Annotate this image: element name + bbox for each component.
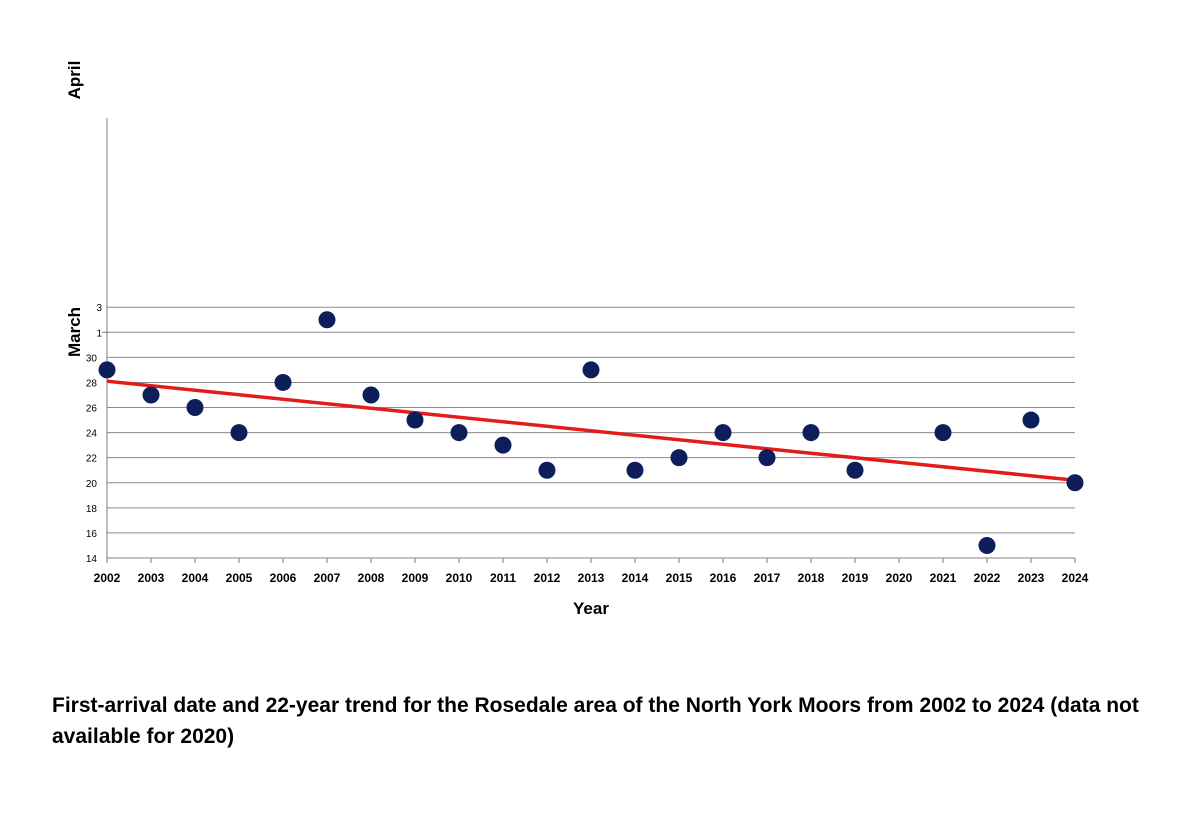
data-point: [98, 361, 116, 379]
x-tick-label: 2006: [270, 571, 297, 585]
y-tick-label: 26: [86, 404, 98, 415]
x-tick-label: 2009: [402, 571, 429, 585]
y-tick-label: 18: [86, 504, 98, 515]
data-point: [274, 373, 292, 391]
data-point: [538, 461, 556, 479]
chart-caption: First-arrival date and 22-year trend for…: [52, 694, 1139, 748]
data-point: [494, 436, 512, 454]
trend-line: [106, 379, 1076, 482]
data-point: [362, 386, 380, 404]
data-point: [714, 424, 732, 442]
x-tick-label: 2017: [754, 571, 781, 585]
y-tick-label: 1: [96, 328, 102, 339]
data-point: [142, 386, 160, 404]
data-point: [406, 411, 424, 429]
y-tick-label: 22: [86, 454, 98, 465]
x-tick-label: 2005: [226, 571, 253, 585]
y-tick-label: 24: [86, 429, 98, 440]
x-tick-label: 2020: [886, 571, 913, 585]
data-point: [758, 449, 776, 467]
data-point: [626, 461, 644, 479]
x-tick-label: 2003: [138, 571, 165, 585]
y-axis-title-april: April: [65, 61, 84, 100]
data-point: [978, 536, 996, 554]
x-tick-label: 2007: [314, 571, 341, 585]
data-point: [450, 424, 468, 442]
y-axis-title-march: March: [65, 307, 84, 357]
data-point: [318, 311, 336, 329]
data-point: [934, 424, 952, 442]
y-tick-label: 30: [86, 353, 98, 364]
gridlines: [107, 306, 1075, 559]
x-tick-label: 2021: [930, 571, 957, 585]
y-tick-label: 28: [86, 378, 98, 389]
y-tick-label: 3: [96, 303, 102, 314]
data-point: [670, 449, 688, 467]
x-axis-title: Year: [573, 599, 609, 618]
y-tick-label: 14: [86, 554, 98, 565]
data-point: [186, 399, 204, 417]
trend-layer: [106, 379, 1076, 482]
data-point: [230, 424, 248, 442]
y-tick-label: 16: [86, 529, 98, 540]
x-tick-label: 2022: [974, 571, 1001, 585]
x-tick-label: 2016: [710, 571, 737, 585]
data-point: [582, 361, 600, 379]
x-tick-label: 2023: [1018, 571, 1045, 585]
data-point: [802, 424, 820, 442]
y-tick-label: 20: [86, 479, 98, 490]
x-tick-label: 2010: [446, 571, 473, 585]
x-tick-label: 2015: [666, 571, 693, 585]
data-point: [1022, 411, 1040, 429]
x-tick-label: 2024: [1062, 571, 1089, 585]
x-tick-label: 2013: [578, 571, 605, 585]
x-tick-label: 2004: [182, 571, 209, 585]
data-points: [98, 311, 1084, 554]
x-tick-label: 2012: [534, 571, 561, 585]
x-tick-label: 2019: [842, 571, 869, 585]
data-point: [1066, 474, 1084, 492]
data-point: [846, 461, 864, 479]
x-tick-label: 2018: [798, 571, 825, 585]
x-tick-label: 2011: [490, 571, 516, 585]
axes: [102, 118, 1076, 563]
x-tick-label: 2002: [94, 571, 121, 585]
x-tick-label: 2008: [358, 571, 385, 585]
x-tick-label: 2014: [622, 571, 649, 585]
